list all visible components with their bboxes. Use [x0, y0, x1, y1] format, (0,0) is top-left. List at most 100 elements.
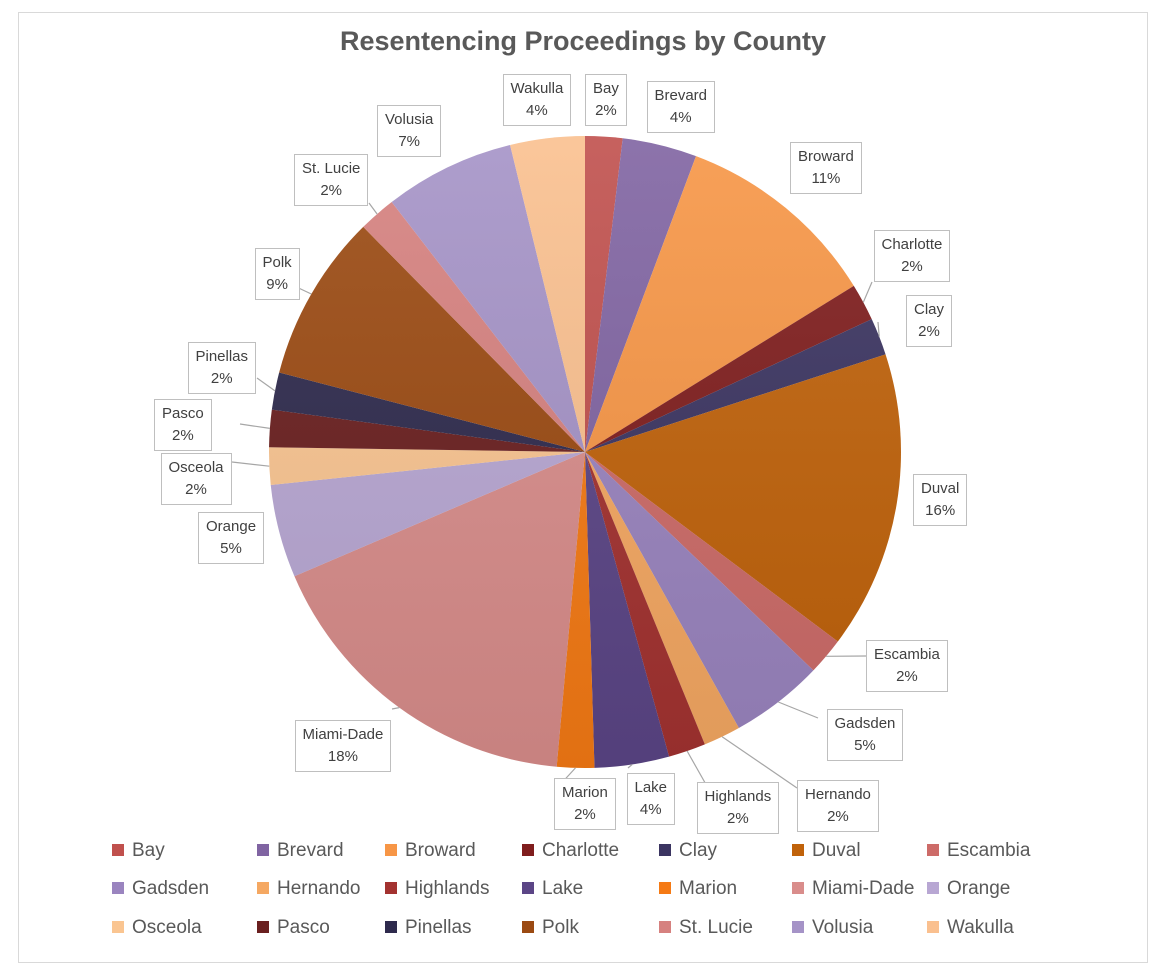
leader-line — [686, 750, 709, 789]
data-label-value: 2% — [727, 810, 749, 827]
data-label-bay: Bay 2% — [585, 74, 627, 126]
data-label-category: Hernando — [805, 786, 871, 803]
data-label-category: Volusia — [385, 111, 434, 128]
legend-item-brevard: Brevard — [257, 840, 344, 862]
legend-swatch — [112, 882, 124, 894]
data-label-value: 2% — [901, 258, 923, 275]
legend-swatch — [927, 844, 939, 856]
data-label-st-lucie: St. Lucie 2% — [294, 154, 369, 206]
data-label-clay: Clay 2% — [906, 295, 953, 347]
legend-item-highlands: Highlands — [385, 878, 490, 900]
data-label-category: Duval — [921, 480, 960, 497]
data-label-value: 4% — [526, 102, 548, 119]
data-label-category: St. Lucie — [302, 160, 361, 177]
data-label-category: Osceola — [168, 459, 224, 476]
legend-swatch — [112, 921, 124, 933]
data-label-pinellas: Pinellas 2% — [187, 342, 257, 394]
data-label-orange: Orange 5% — [198, 512, 265, 564]
data-label-value: 2% — [185, 481, 207, 498]
legend-swatch — [792, 921, 804, 933]
legend-item-hernando: Hernando — [257, 878, 360, 900]
data-label-value: 9% — [266, 276, 288, 293]
legend-item-charlotte: Charlotte — [522, 840, 619, 862]
legend-item-pinellas: Pinellas — [385, 917, 472, 939]
data-label-wakulla: Wakulla 4% — [502, 74, 572, 126]
legend-swatch — [257, 921, 269, 933]
data-label-brevard: Brevard 4% — [646, 81, 716, 133]
legend-item-clay: Clay — [659, 840, 717, 862]
leader-line — [862, 281, 873, 303]
legend-item-pasco: Pasco — [257, 917, 330, 939]
leader-line — [239, 423, 270, 429]
data-label-value: 5% — [220, 540, 242, 557]
data-label-volusia: Volusia 7% — [377, 105, 442, 157]
legend-swatch — [792, 882, 804, 894]
leader-line — [256, 377, 276, 392]
legend-item-escambia: Escambia — [927, 840, 1030, 862]
data-label-charlotte: Charlotte 2% — [873, 230, 951, 282]
legend-label: Wakulla — [947, 917, 1014, 938]
data-label-escambia: Escambia 2% — [866, 640, 948, 692]
legend-item-polk: Polk — [522, 917, 579, 939]
legend-label: Hernando — [277, 878, 361, 899]
data-label-category: Wakulla — [510, 80, 564, 97]
leader-line — [627, 764, 633, 769]
data-label-polk: Polk 9% — [254, 248, 300, 300]
data-label-value: 18% — [327, 748, 358, 765]
data-label-category: Bay — [593, 80, 619, 97]
leader-line — [721, 736, 798, 789]
legend-label: Marion — [679, 878, 738, 899]
leader-line — [368, 202, 378, 215]
legend-label: St. Lucie — [679, 917, 753, 938]
data-label-pasco: Pasco 2% — [154, 399, 212, 451]
data-label-miami-dade: Miami-Dade 18% — [294, 720, 392, 772]
legend-swatch — [522, 844, 534, 856]
legend-label: Miami-Dade — [812, 878, 915, 899]
data-label-value: 2% — [827, 808, 849, 825]
data-label-value: 2% — [210, 370, 233, 387]
data-label-category: Brevard — [654, 87, 708, 104]
legend-item-wakulla: Wakulla — [927, 917, 1014, 939]
chart-title: Resentencing Proceedings by County — [339, 26, 827, 56]
legend-label: Gadsden — [132, 878, 210, 899]
data-label-category: Pasco — [162, 405, 204, 422]
legend-item-duval: Duval — [792, 840, 861, 862]
data-label-category: Miami-Dade — [302, 726, 384, 743]
data-label-value: 2% — [320, 182, 343, 199]
legend-swatch — [385, 844, 397, 856]
legend-swatch — [659, 882, 671, 894]
legend-item-st-lucie: St. Lucie — [659, 917, 753, 939]
legend-item-gadsden: Gadsden — [112, 878, 209, 900]
legend-label: Highlands — [405, 878, 490, 899]
legend-swatch — [257, 882, 269, 894]
data-label-category: Orange — [206, 518, 257, 535]
legend-swatch — [522, 921, 534, 933]
legend-swatch — [659, 844, 671, 856]
data-label-hernando: Hernando 2% — [797, 780, 879, 832]
legend-label: Orange — [947, 878, 1011, 899]
data-label-category: Pinellas — [195, 348, 249, 365]
legend-item-osceola: Osceola — [112, 917, 202, 939]
data-label-value: 4% — [669, 109, 692, 126]
data-label-gadsden: Gadsden 5% — [826, 709, 904, 761]
data-label-category: Polk — [262, 254, 292, 271]
legend-swatch — [385, 921, 397, 933]
legend-label: Clay — [679, 840, 718, 861]
data-label-category: Highlands — [704, 788, 772, 805]
data-label-marion: Marion 2% — [554, 778, 616, 830]
data-label-category: Charlotte — [881, 236, 943, 253]
legend-item-broward: Broward — [385, 840, 476, 862]
data-label-broward: Broward 11% — [790, 142, 862, 194]
legend-swatch — [522, 882, 534, 894]
data-label-value: 4% — [639, 801, 662, 818]
data-label-category: Gadsden — [834, 715, 896, 732]
leader-line — [391, 707, 400, 710]
data-label-value: 7% — [398, 133, 421, 150]
legend-swatch — [927, 882, 939, 894]
legend-label: Brevard — [277, 840, 344, 861]
legend-swatch — [792, 844, 804, 856]
data-label-value: 2% — [918, 323, 940, 340]
data-label-lake: Lake 4% — [626, 773, 676, 825]
data-label-value: 16% — [925, 502, 956, 519]
legend-item-lake: Lake — [522, 878, 583, 900]
